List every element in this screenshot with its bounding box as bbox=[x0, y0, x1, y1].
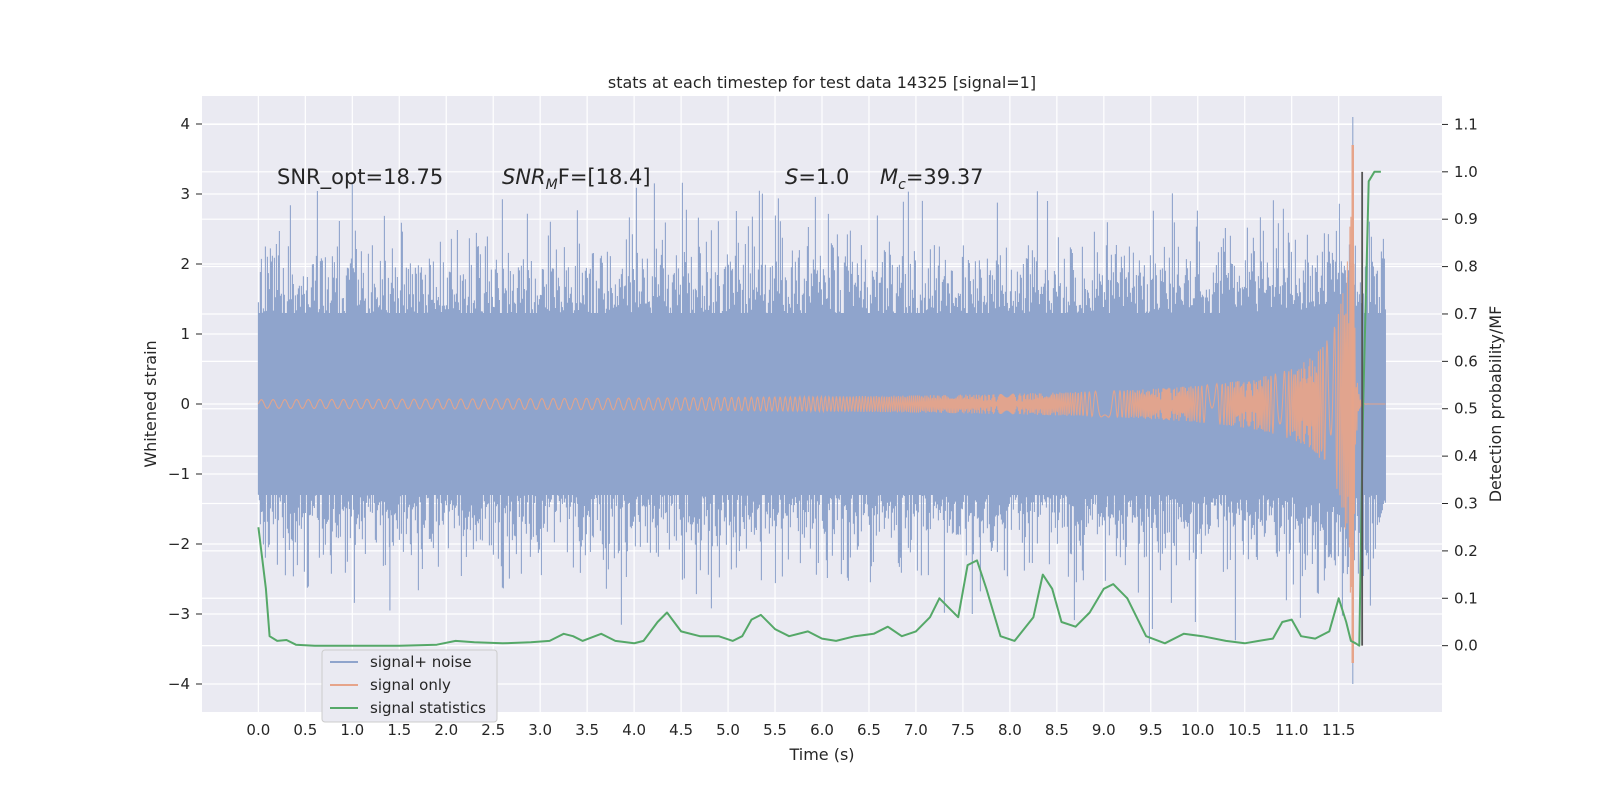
annotation-snr-mf-base: SNR bbox=[502, 165, 546, 189]
legend-label-signal-only: signal only bbox=[370, 676, 451, 694]
x-tick-label: 9.5 bbox=[1139, 721, 1163, 739]
annotation-mc: Mc=39.37 bbox=[880, 165, 984, 193]
annotation-s-sym: S bbox=[785, 165, 798, 189]
x-tick-label: 7.5 bbox=[951, 721, 975, 739]
y-tick-label: −3 bbox=[168, 605, 190, 623]
y2-tick-label: 0.9 bbox=[1454, 210, 1478, 228]
y2-tick-label: 0.7 bbox=[1454, 305, 1478, 323]
annotation-mc-val: =39.37 bbox=[906, 165, 984, 189]
x-tick-label: 11.5 bbox=[1322, 721, 1355, 739]
x-tick-label: 11.0 bbox=[1275, 721, 1308, 739]
annotation-snr-mf-sub: M bbox=[546, 177, 558, 193]
x-tick-label: 3.0 bbox=[528, 721, 552, 739]
y-tick-label: 1 bbox=[180, 325, 190, 343]
x-tick-label: 0.5 bbox=[293, 721, 317, 739]
x-tick-label: 1.0 bbox=[340, 721, 364, 739]
y2-tick-label: 0.5 bbox=[1454, 400, 1478, 418]
y2-tick-label: 0.3 bbox=[1454, 495, 1478, 513]
legend-label-signal-noise: signal+ noise bbox=[370, 653, 472, 671]
annotation-snr-mf-rest: F=[18.4] bbox=[558, 165, 651, 189]
y2-tick-label: 0.1 bbox=[1454, 589, 1478, 607]
x-tick-label: 6.5 bbox=[857, 721, 881, 739]
x-tick-label: 3.5 bbox=[575, 721, 599, 739]
annotation-snr-opt: SNR_opt=18.75 bbox=[277, 165, 443, 190]
y-tick-label: 2 bbox=[180, 255, 190, 273]
x-tick-label: 5.5 bbox=[763, 721, 787, 739]
y2-tick-label: 0.4 bbox=[1454, 447, 1478, 465]
annotation-s: S=1.0 bbox=[785, 165, 849, 189]
tick-labels-group: 0.0 0.5 1.0 1.5 2.0 2.5 3.0 3.5 4.0 4.5 5.0 5.5 6.0 6… bbox=[168, 115, 1478, 739]
y-tick-label: 4 bbox=[180, 115, 190, 133]
stats-trace bbox=[257, 170, 1381, 647]
y2-axis-title: Detection probability/MF bbox=[1486, 306, 1505, 503]
x-tick-label: 2.5 bbox=[481, 721, 505, 739]
y-tick-label: −4 bbox=[168, 675, 190, 693]
signal-series-group bbox=[257, 145, 1386, 663]
y2-tick-label: 1.1 bbox=[1454, 115, 1478, 133]
legend-box bbox=[321, 649, 498, 723]
y-tick-label: −2 bbox=[168, 535, 190, 553]
x-tick-label: 10.0 bbox=[1181, 721, 1214, 739]
signal-trace bbox=[257, 199, 1386, 600]
y-tick-label: 3 bbox=[180, 185, 190, 203]
y-tick-label: −1 bbox=[168, 465, 190, 483]
legend-label-signal-statistics: signal statistics bbox=[370, 699, 486, 717]
annotation-mc-sub: c bbox=[898, 177, 906, 193]
stats-series-group bbox=[257, 170, 1381, 647]
annotation-mc-sym: M bbox=[880, 165, 898, 189]
annotation-s-val: =1.0 bbox=[798, 165, 849, 189]
x-tick-label: 5.0 bbox=[716, 721, 740, 739]
x-tick-label: 8.5 bbox=[1045, 721, 1069, 739]
x-axis-title: Time (s) bbox=[788, 745, 854, 764]
y-axis-title: Whitened strain bbox=[141, 340, 160, 467]
x-tick-label: 1.5 bbox=[387, 721, 411, 739]
x-tick-label: 6.0 bbox=[810, 721, 834, 739]
y2-tick-label: 0.2 bbox=[1454, 542, 1478, 560]
y2-tick-label: 0.0 bbox=[1454, 637, 1478, 655]
x-tick-label: 8.0 bbox=[998, 721, 1022, 739]
chart-title: stats at each timestep for test data 143… bbox=[608, 73, 1036, 92]
legend: signal+ noise signal only signal statist… bbox=[321, 649, 498, 723]
x-tick-label: 9.0 bbox=[1092, 721, 1116, 739]
x-tick-label: 0.0 bbox=[246, 721, 270, 739]
y2-tick-label: 1.0 bbox=[1454, 163, 1478, 181]
y2-tick-label: 0.8 bbox=[1454, 258, 1478, 276]
x-tick-label: 7.0 bbox=[904, 721, 928, 739]
x-tick-label: 10.5 bbox=[1228, 721, 1261, 739]
x-tick-label: 2.0 bbox=[434, 721, 458, 739]
x-tick-label: 4.0 bbox=[622, 721, 646, 739]
y-tick-label: 0 bbox=[180, 395, 190, 413]
y2-tick-label: 0.6 bbox=[1454, 352, 1478, 370]
annotation-snr-mf: SNRMF=[18.4] bbox=[502, 165, 651, 193]
x-tick-label: 4.5 bbox=[669, 721, 693, 739]
